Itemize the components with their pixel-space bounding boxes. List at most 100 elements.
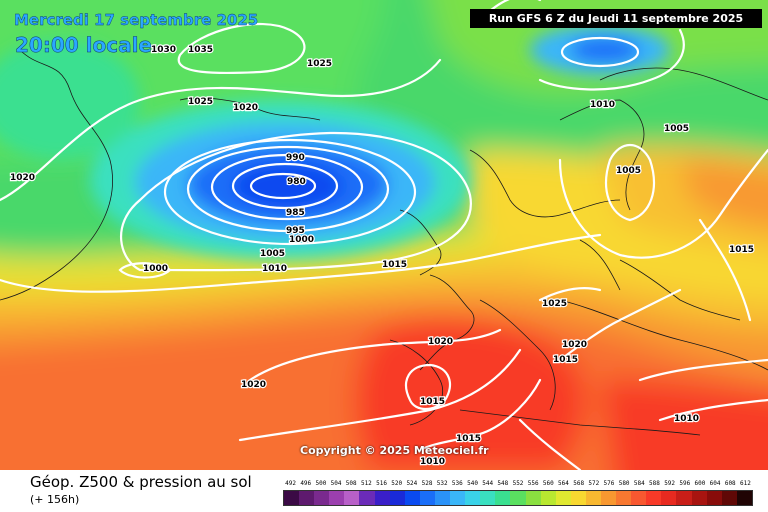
legend-swatch: [284, 491, 300, 505]
legend-value: 552: [512, 480, 524, 487]
legend-swatch: [510, 491, 526, 505]
isobar-label: 1035: [188, 45, 213, 55]
legend-value: 612: [739, 480, 751, 487]
map-title: Géop. Z500 & pression au sol: [30, 473, 252, 491]
isobar-label: 990: [286, 153, 305, 163]
legend-value: 556: [527, 480, 539, 487]
isobar-label: 1020: [233, 103, 258, 113]
legend-swatch: [661, 491, 677, 505]
copyright-notice: Copyright © 2025 Meteociel.fr: [300, 444, 489, 457]
isobar-label: 1010: [262, 264, 287, 274]
forecast-time: 20:00 locale: [15, 33, 153, 58]
isobar-label: 1025: [307, 59, 332, 69]
legend-value: 508: [345, 480, 357, 487]
legend-swatch: [616, 491, 632, 505]
legend-swatch: [600, 491, 617, 505]
legend-swatch: [314, 491, 330, 505]
legend-swatch: [691, 491, 707, 505]
legend-value: 500: [315, 480, 327, 487]
legend-value: 568: [573, 480, 585, 487]
legend-value: 540: [467, 480, 478, 487]
legend-swatch: [721, 491, 737, 505]
isobar-label: 1005: [664, 124, 689, 134]
legend-swatch: [540, 491, 556, 505]
isobar-label: 1015: [420, 397, 445, 407]
isobar-label: 1000: [289, 235, 314, 245]
legend-swatch: [359, 491, 375, 505]
legend-value: 572: [588, 480, 600, 487]
legend-value: 564: [558, 480, 569, 487]
legend-swatch: [329, 491, 345, 505]
isobar-label: 1025: [188, 97, 213, 107]
legend-value: 560: [542, 480, 554, 487]
isobar-label: 1015: [382, 260, 407, 270]
forecast-offset: (+ 156h): [30, 493, 80, 506]
legend-swatch: [374, 491, 390, 505]
weather-map: 1030 1035 1025 1025 1020 1020 990 980 98…: [0, 0, 768, 470]
legend-value: 600: [694, 480, 706, 487]
legend-swatch: [465, 491, 481, 505]
legend-value: 580: [618, 480, 630, 487]
isobar-label: 1005: [616, 166, 641, 176]
legend-value: 520: [391, 480, 403, 487]
legend-swatch: [419, 491, 435, 505]
legend-value: 608: [724, 480, 736, 487]
legend-value: 548: [497, 480, 509, 487]
legend-value: 512: [360, 480, 372, 487]
legend-swatch: [736, 491, 752, 505]
map-canvas: 1030 1035 1025 1025 1020 1020 990 980 98…: [0, 0, 768, 470]
isobar-label: 1025: [542, 299, 567, 309]
legend-value: 576: [603, 480, 615, 487]
legend-value-labels: 492 496 500 504 508 512 516 520 524 528 532 536 540 5…: [283, 480, 753, 490]
isobar-label: 1015: [729, 245, 754, 255]
isobar-label: 1020: [241, 380, 266, 390]
legend-swatch: [299, 491, 315, 505]
legend-swatch: [570, 491, 586, 505]
legend-value: 588: [649, 480, 660, 487]
isobar-label: 1010: [420, 457, 445, 467]
legend-swatch: [706, 491, 722, 505]
legend-swatch: [344, 491, 360, 505]
isobar-label: 1015: [553, 355, 578, 365]
legend-value: 516: [376, 480, 387, 487]
legend-value: 596: [679, 480, 691, 487]
legend-swatch: [495, 491, 511, 505]
legend-value: 604: [709, 480, 721, 487]
isobar-label: 1030: [151, 45, 176, 55]
isobar-value-labels: 1030 1035 1025 1025 1020 1020 990 980 98…: [9, 44, 755, 468]
legend-value: 592: [664, 480, 676, 487]
isobar-label: 1005: [260, 249, 285, 259]
legend-value: 504: [330, 480, 342, 487]
legend-value: 492: [285, 480, 296, 487]
color-scale-legend: [283, 490, 753, 506]
legend-swatch: [450, 491, 466, 505]
legend-swatch: [646, 491, 662, 505]
legend-value: 524: [406, 480, 418, 487]
legend-swatch: [480, 491, 496, 505]
isobar-label: 1020: [562, 340, 587, 350]
isobar-label: 1010: [590, 100, 615, 110]
legend-value: 528: [421, 480, 433, 487]
isobars: [0, 0, 768, 470]
legend-swatch: [676, 491, 692, 505]
isobar-label: 1000: [143, 264, 168, 274]
legend-swatch: [525, 491, 541, 505]
isobar-label: 995: [286, 226, 305, 236]
isobar-label: 1015: [456, 434, 481, 444]
legend-swatch: [631, 491, 647, 505]
isobar-label: 1020: [10, 173, 35, 183]
isobar-label: 980: [287, 177, 306, 187]
coastlines: [0, 49, 768, 436]
legend-swatch: [585, 491, 601, 505]
legend-value: 536: [451, 480, 463, 487]
legend-value: 584: [633, 480, 645, 487]
model-run-banner: Run GFS 6 Z du Jeudi 11 septembre 2025: [470, 9, 762, 28]
legend-swatch: [389, 491, 405, 505]
legend-swatch: [434, 491, 451, 505]
legend-value: 544: [482, 480, 494, 487]
isobar-label: 1010: [674, 414, 699, 424]
isobar-label: 985: [286, 208, 305, 218]
isobar-label: 1020: [428, 337, 453, 347]
legend-swatch: [404, 491, 420, 505]
legend-value: 496: [300, 480, 312, 487]
